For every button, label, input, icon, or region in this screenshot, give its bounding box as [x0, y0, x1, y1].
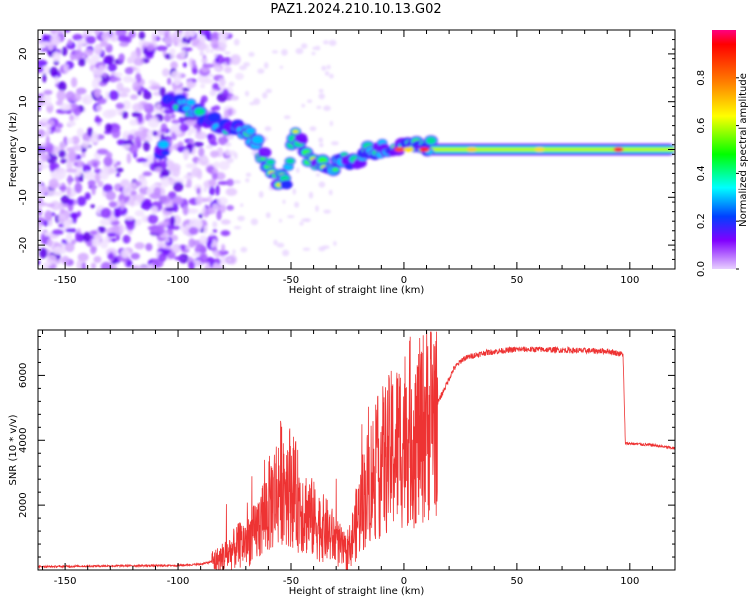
x-axis-label: Height of straight line (km) [289, 285, 425, 296]
y-tick-label: 0 [18, 146, 29, 152]
x-tick-label: 50 [511, 576, 524, 587]
x-axis-label: Height of straight line (km) [289, 586, 425, 597]
x-tick-label: -50 [283, 576, 299, 587]
spectrogram-blobs [38, 30, 675, 269]
y-axis-label: Frequency (Hz) [8, 112, 19, 188]
x-tick-label: 0 [401, 576, 407, 587]
y-axis-label: SNR (10 * v/v) [8, 414, 19, 485]
x-tick-label: 50 [511, 275, 524, 286]
y-tick-label: -20 [18, 237, 29, 253]
plot-frame [37, 329, 676, 571]
y-tick-label: 10 [18, 95, 29, 108]
y-tick-label: 20 [18, 48, 29, 61]
colorbar-tick-label: 0.0 [696, 261, 707, 277]
y-tick-label: -10 [18, 189, 29, 205]
snr-line [38, 331, 675, 570]
x-tick-label: -100 [167, 576, 190, 587]
colorbar-tick-label: 0.8 [696, 70, 707, 86]
x-tick-label: -150 [54, 576, 77, 587]
x-tick-label: -50 [283, 275, 299, 286]
snr-panel: -150 -100 -50 0 50 100 2000 4000 6000 Height of s… [8, 329, 676, 597]
x-tick-label: 100 [620, 576, 639, 587]
x-tick-label: -100 [167, 275, 190, 286]
colorbar-tick-label: 0.6 [696, 118, 707, 134]
colorbar: 0.0 0.2 0.4 0.6 0.8 Normalized spectral ampli… [696, 30, 749, 277]
colorbar-gradient [712, 30, 736, 269]
y-tick-label: 4000 [18, 428, 29, 453]
x-tick-label: 100 [620, 275, 639, 286]
x-tick-label: -150 [54, 275, 77, 286]
colorbar-tick-label: 0.2 [696, 213, 707, 229]
colorbar-label: Normalized spectral amplitude [738, 73, 749, 227]
chart-title: PAZ1.2024.210.10.13.G02 [270, 2, 442, 17]
colorbar-tick-label: 0.4 [696, 165, 707, 181]
x-tick-label: 0 [401, 275, 407, 286]
y-tick-label: 6000 [18, 363, 29, 388]
y-tick-label: 2000 [18, 492, 29, 517]
